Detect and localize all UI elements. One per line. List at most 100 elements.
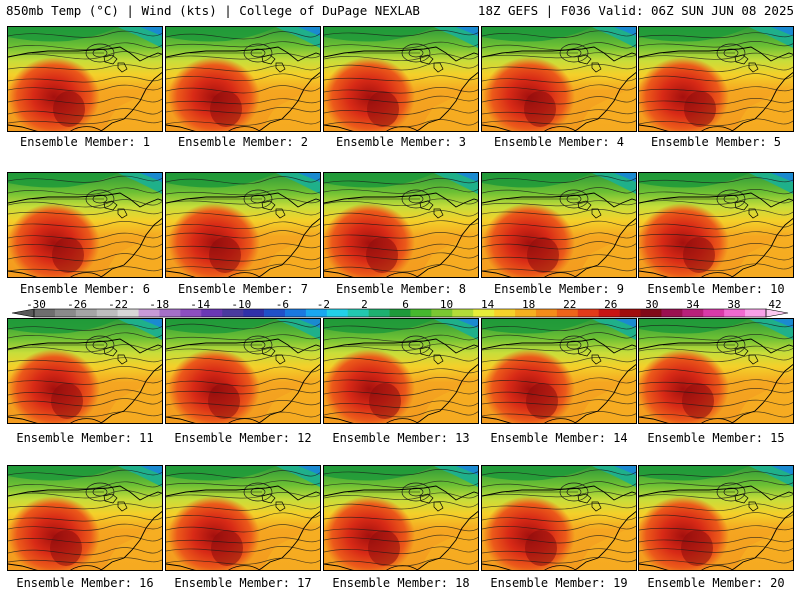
member-caption: Ensemble Member: 17 — [174, 576, 312, 590]
colorbar-swatch — [284, 309, 307, 317]
temperature-wind-map — [8, 319, 162, 423]
temperature-wind-map — [482, 319, 636, 423]
temperature-wind-map — [639, 466, 793, 570]
colorbar-swatch — [494, 309, 516, 317]
temperature-wind-map — [482, 27, 636, 131]
colorbar-swatch — [682, 309, 704, 317]
colorbar-tick-label: -14 — [190, 298, 211, 311]
colorbar-swatch — [619, 309, 641, 317]
header-title: 850mb Temp (°C) | Wind (kts) | College o… — [6, 3, 420, 18]
temperature-wind-map — [639, 319, 793, 423]
colorbar-swatch — [556, 309, 579, 317]
colorbar-swatch — [347, 309, 369, 317]
ensemble-member-map — [7, 318, 163, 424]
colorbar-swatch — [243, 309, 265, 317]
colorbar-tick-label: 10 — [439, 298, 454, 311]
temperature-wind-map — [166, 173, 320, 277]
colorbar-tick-label: -10 — [231, 298, 252, 311]
colorbar-tick-label: 18 — [522, 298, 536, 311]
colorbar-swatch — [661, 309, 683, 317]
colorbar-swatch — [745, 309, 767, 317]
member-caption: Ensemble Member: 1 — [19, 135, 151, 149]
ensemble-member-map — [7, 465, 163, 571]
colorbar-tick-label: -2 — [316, 298, 330, 311]
temperature-wind-map — [324, 319, 478, 423]
colorbar-swatch — [577, 309, 599, 317]
colorbar-tick-label: 42 — [768, 298, 782, 311]
ensemble-member-map — [481, 318, 637, 424]
ensemble-member-map — [481, 172, 637, 278]
ensemble-member-map — [323, 318, 479, 424]
colorbar-swatch — [703, 309, 725, 317]
colorbar-tick-label: 2 — [361, 298, 368, 311]
colorbar-swatch — [535, 309, 558, 317]
colorbar-swatch — [222, 309, 244, 317]
ensemble-member-map — [7, 26, 163, 132]
colorbar-swatch — [640, 309, 662, 317]
colorbar-swatch — [515, 309, 537, 317]
ensemble-member-map — [323, 172, 479, 278]
ensemble-member-map — [165, 465, 321, 571]
colorbar-tick-label: 22 — [563, 298, 577, 311]
member-caption: Ensemble Member: 4 — [493, 135, 625, 149]
colorbar-swatch — [473, 309, 495, 317]
member-caption: Ensemble Member: 11 — [16, 431, 154, 445]
colorbar-tick-label: -30 — [26, 298, 46, 311]
member-caption: Ensemble Member: 14 — [490, 431, 628, 445]
ensemble-member-map — [481, 26, 637, 132]
ensemble-member-map — [323, 26, 479, 132]
colorbar-tick-label: -22 — [108, 298, 129, 311]
temperature-wind-map — [8, 466, 162, 570]
ensemble-member-map — [7, 172, 163, 278]
colorbar-tick-label: 30 — [645, 298, 659, 311]
member-caption: Ensemble Member: 13 — [332, 431, 470, 445]
colorbar-swatch — [138, 309, 160, 317]
colorbar-swatch — [180, 309, 202, 317]
colorbar-swatch — [410, 309, 432, 317]
temperature-wind-map — [482, 173, 636, 277]
temperature-wind-map — [8, 27, 162, 131]
member-caption: Ensemble Member: 16 — [16, 576, 154, 590]
ensemble-member-map — [638, 318, 794, 424]
temperature-wind-map — [482, 466, 636, 570]
colorbar-swatch — [159, 309, 181, 317]
colorbar-swatch — [598, 309, 620, 317]
member-caption: Ensemble Member: 7 — [177, 282, 309, 296]
ensemble-member-map — [638, 465, 794, 571]
member-caption: Ensemble Member: 6 — [19, 282, 151, 296]
colorbar-swatch — [117, 309, 139, 317]
member-caption: Ensemble Member: 8 — [335, 282, 467, 296]
ensemble-member-map — [323, 465, 479, 571]
ensemble-member-map — [481, 465, 637, 571]
colorbar-tick-label: -18 — [149, 298, 170, 311]
temperature-wind-map — [324, 27, 478, 131]
colorbar-swatch — [305, 309, 328, 317]
colorbar-swatch — [389, 309, 411, 317]
member-caption: Ensemble Member: 9 — [493, 282, 625, 296]
colorbar-tick-label: 34 — [686, 298, 700, 311]
member-caption: Ensemble Member: 12 — [174, 431, 312, 445]
ensemble-member-map — [638, 26, 794, 132]
temperature-wind-map — [639, 173, 793, 277]
temperature-wind-map — [324, 173, 478, 277]
ensemble-member-map — [165, 318, 321, 424]
ensemble-member-map — [165, 172, 321, 278]
temperature-wind-map — [166, 27, 320, 131]
temperature-wind-map — [324, 466, 478, 570]
temperature-wind-map — [639, 27, 793, 131]
colorbar-swatch — [452, 309, 474, 317]
temperature-wind-map — [166, 466, 320, 570]
temperature-wind-map — [166, 319, 320, 423]
colorbar-swatch — [201, 309, 223, 317]
member-caption: Ensemble Member: 2 — [177, 135, 309, 149]
colorbar-tick-label: 6 — [402, 298, 409, 311]
colorbar-swatch — [431, 309, 453, 317]
member-caption: Ensemble Member: 10 — [647, 282, 785, 296]
temperature-colorbar — [11, 308, 789, 318]
member-caption: Ensemble Member: 15 — [647, 431, 785, 445]
temperature-wind-map — [8, 173, 162, 277]
colorbar-tick-label: 26 — [604, 298, 618, 311]
member-caption: Ensemble Member: 5 — [650, 135, 782, 149]
member-caption: Ensemble Member: 3 — [335, 135, 467, 149]
colorbar-swatch — [34, 309, 56, 317]
